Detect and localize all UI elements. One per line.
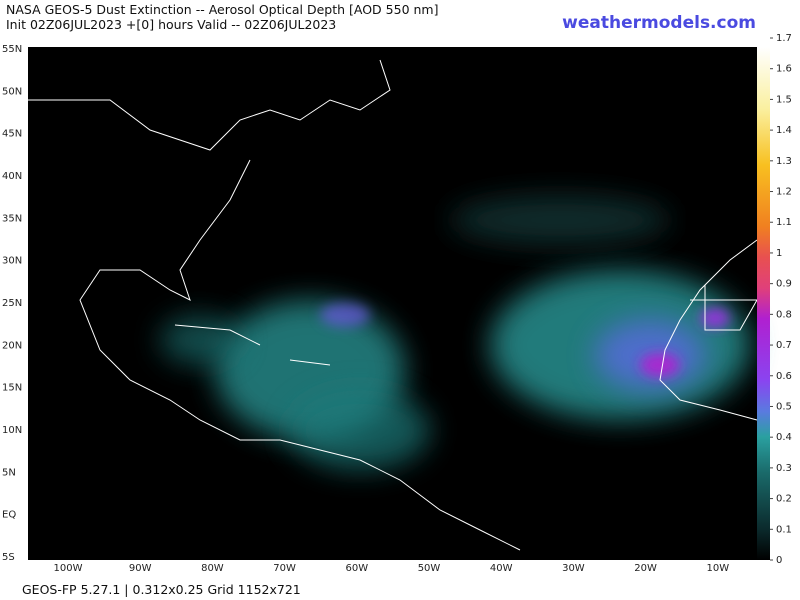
colorbar-label: 0: [776, 555, 782, 566]
lon-label: 10W: [706, 563, 729, 574]
lat-label: 25N: [2, 298, 22, 309]
colorbar-label: 0.5: [776, 401, 792, 412]
coastlines: [28, 59, 758, 551]
lon-label: 100W: [54, 563, 83, 574]
lat-label: 5S: [2, 552, 15, 563]
colorbar-label: 0.9: [776, 279, 792, 290]
colorbar-label: 0.4: [776, 432, 792, 443]
colorbar-label: 0.7: [776, 340, 792, 351]
colorbar-label: 1.7: [776, 33, 792, 44]
title: NASA GEOS-5 Dust Extinction -- Aerosol O…: [6, 2, 439, 17]
brand[interactable]: weathermodels.com: [562, 13, 756, 33]
colorbar-label: 0.8: [776, 309, 792, 320]
dust-plumes: [160, 195, 750, 470]
lat-label: 5N: [2, 467, 16, 478]
lon-label: 70W: [273, 563, 296, 574]
lat-label: 40N: [2, 171, 22, 182]
lon-label: 30W: [562, 563, 585, 574]
lon-label: 50W: [418, 563, 441, 574]
lon-label: 40W: [490, 563, 513, 574]
colorbar-label: 0.6: [776, 371, 792, 382]
lat-label: 15N: [2, 383, 22, 394]
lat-label: 10N: [2, 425, 22, 436]
colorbar-label: 0.1: [776, 524, 792, 535]
lat-label: 20N: [2, 340, 22, 351]
lat-label: 50N: [2, 86, 22, 97]
colorbar-label: 1.4: [776, 125, 792, 136]
colorbar-label: 1.3: [776, 156, 792, 167]
lon-label: 60W: [345, 563, 368, 574]
lat-label: EQ: [2, 510, 16, 521]
lon-label: 90W: [129, 563, 152, 574]
lat-label: 55N: [2, 44, 22, 55]
colorbar-label: 1.6: [776, 64, 792, 75]
lat-label: 30N: [2, 256, 22, 267]
lat-label: 45N: [2, 129, 22, 140]
colorbar-label: 1: [776, 248, 782, 259]
lat-label: 35N: [2, 213, 22, 224]
subtitle: Init 02Z06JUL2023 +[0] hours Valid -- 02…: [6, 17, 337, 32]
colorbar-label: 1.5: [776, 94, 792, 105]
colorbar-label: 1.1: [776, 217, 792, 228]
colorbar: [757, 47, 770, 560]
colorbar-label: 0.3: [776, 463, 792, 474]
colorbar-label: 1.2: [776, 187, 792, 198]
lon-label: 80W: [201, 563, 224, 574]
colorbar-label: 0.2: [776, 494, 792, 505]
lon-label: 20W: [634, 563, 657, 574]
footer: GEOS-FP 5.27.1 | 0.312x0.25 Grid 1152x72…: [22, 582, 301, 597]
